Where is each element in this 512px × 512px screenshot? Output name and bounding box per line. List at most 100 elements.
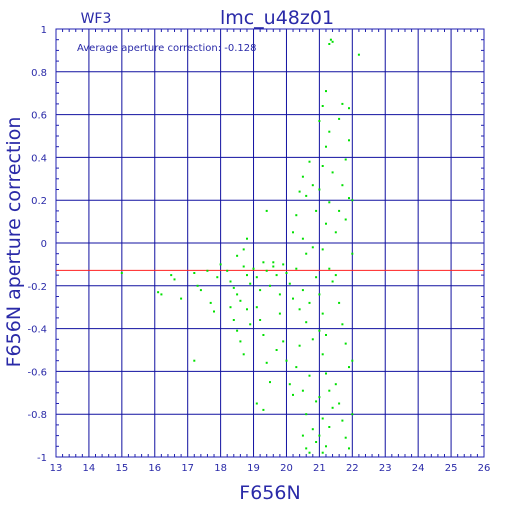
data-point — [318, 396, 321, 399]
data-point — [321, 451, 324, 454]
data-point — [325, 445, 327, 448]
x-tick-label: 13 — [50, 463, 63, 474]
x-tick-label: 20 — [280, 463, 293, 474]
x-tick-label: 24 — [412, 463, 425, 474]
data-point — [348, 447, 350, 450]
data-point — [315, 400, 318, 403]
data-point — [278, 312, 281, 315]
data-point — [331, 40, 334, 43]
data-point — [170, 274, 173, 277]
data-point — [341, 419, 344, 422]
data-point — [160, 293, 163, 296]
data-point — [301, 434, 304, 437]
data-point — [301, 389, 304, 392]
data-point — [288, 282, 291, 285]
data-point — [199, 289, 202, 292]
x-tick-label: 23 — [379, 463, 392, 474]
data-point — [315, 209, 318, 212]
data-point — [209, 301, 212, 304]
data-point — [265, 361, 268, 364]
x-tick-label: 17 — [181, 463, 194, 474]
data-point — [308, 301, 311, 304]
data-point — [285, 272, 288, 274]
data-point — [321, 312, 324, 315]
data-point — [157, 291, 160, 294]
data-point — [275, 349, 278, 351]
data-point — [295, 366, 298, 369]
x-axis-label: F656N — [239, 482, 300, 504]
data-point — [292, 231, 294, 234]
data-point — [305, 194, 308, 197]
data-point — [249, 282, 252, 285]
y-tick-label: -0.8 — [27, 410, 47, 421]
data-point — [325, 372, 327, 375]
data-point — [236, 293, 239, 296]
data-point — [348, 366, 350, 369]
data-point — [242, 353, 245, 356]
data-point — [196, 284, 199, 287]
data-point — [298, 344, 301, 347]
data-point — [344, 218, 347, 221]
data-point — [357, 53, 360, 56]
chart-title: lmc_u48z01 — [220, 7, 334, 29]
x-tick-label: 25 — [445, 463, 458, 474]
data-point — [232, 319, 235, 321]
data-point — [315, 441, 318, 443]
plot-frame — [55, 28, 485, 458]
data-point — [338, 209, 341, 212]
data-point — [321, 105, 324, 107]
data-point — [239, 299, 242, 302]
data-point — [311, 428, 314, 431]
data-point — [301, 175, 304, 178]
x-tick-label: 15 — [115, 463, 128, 474]
x-tick-label: 14 — [83, 463, 96, 474]
data-point — [341, 323, 344, 326]
data-point — [328, 267, 331, 270]
data-point — [305, 447, 308, 450]
data-point — [351, 252, 354, 255]
data-point — [325, 90, 327, 93]
data-point — [301, 237, 304, 240]
data-point — [229, 306, 232, 309]
data-point — [232, 286, 235, 289]
data-point — [226, 269, 229, 272]
data-point — [325, 222, 327, 225]
data-point — [308, 160, 311, 163]
y-tick-label: -0.4 — [27, 325, 47, 336]
data-point — [265, 269, 268, 272]
data-point — [321, 248, 324, 251]
x-tick-label: 26 — [478, 463, 491, 474]
data-point — [193, 272, 196, 274]
data-point — [236, 329, 239, 332]
x-tick-label: 22 — [346, 463, 359, 474]
data-point — [288, 383, 291, 386]
data-point — [269, 381, 271, 384]
data-point — [180, 297, 183, 300]
data-point — [344, 158, 347, 161]
data-point — [229, 280, 232, 283]
data-point — [331, 171, 334, 174]
y-tick-label: 0 — [41, 239, 47, 250]
y-tick-labels: -1 -0.8 -0.6 -0.4 -0.2 0 0.2 0.4 0.6 0.8 1 — [27, 25, 47, 464]
data-point — [272, 265, 275, 268]
data-point — [348, 197, 350, 200]
data-point — [278, 293, 281, 296]
data-point — [295, 267, 298, 270]
data-point — [315, 276, 318, 279]
data-point — [239, 340, 242, 343]
data-point — [338, 117, 341, 120]
data-point — [341, 184, 344, 187]
data-point — [329, 38, 332, 41]
data-point — [351, 413, 354, 416]
data-point — [338, 402, 341, 405]
data-point — [246, 308, 248, 311]
data-point — [216, 276, 219, 279]
data-point — [298, 308, 301, 311]
data-point — [321, 165, 324, 167]
data-point — [262, 334, 265, 336]
data-point — [255, 306, 258, 309]
data-point — [301, 289, 304, 292]
data-point — [292, 297, 294, 300]
data-point — [325, 334, 327, 336]
